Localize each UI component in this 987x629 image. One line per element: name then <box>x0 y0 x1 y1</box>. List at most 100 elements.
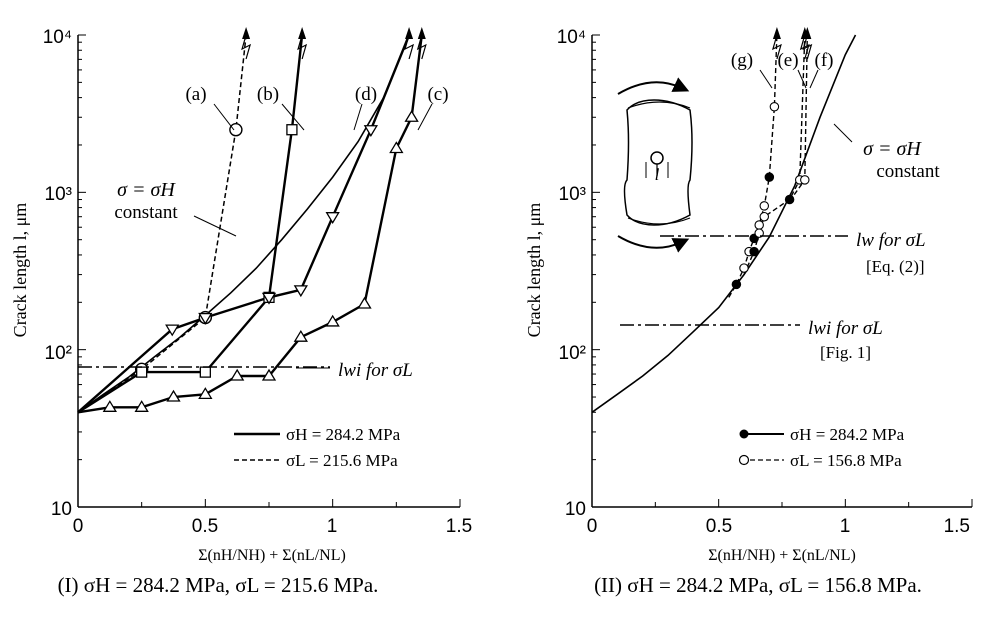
y-tick-label: 10² <box>45 343 72 364</box>
marker-open-circle <box>769 101 780 112</box>
marker-triangle-down <box>165 324 180 337</box>
marker-circle <box>229 123 243 137</box>
leader-c <box>417 103 433 131</box>
leader-constant <box>193 215 237 237</box>
legend-2: σH = 284.2 MPa σL = 156.8 MPa <box>738 425 905 470</box>
series-line-b <box>77 34 304 414</box>
bending-arrow-top-icon <box>617 77 690 95</box>
leader-b <box>281 103 305 131</box>
marker-triangle-up <box>198 387 213 399</box>
x-axis-label: Σ(nH/NH) + Σ(nL/NL) <box>198 547 346 564</box>
label-sigma-const: σ = σH <box>117 179 176 201</box>
leader-constant-2 <box>833 123 853 143</box>
marker-triangle-down <box>325 212 340 224</box>
specimen-outline <box>623 99 693 226</box>
marker-square <box>199 366 211 378</box>
marker-open-circle <box>800 175 810 185</box>
label-constant: constant <box>114 202 178 223</box>
series-line-hconstant <box>77 34 410 413</box>
label-b: (b) <box>257 84 279 105</box>
marker-open-circle <box>759 201 770 211</box>
label-g: (g) <box>731 50 753 71</box>
y-tick-label: 10² <box>559 343 586 364</box>
label-constant-2: constant <box>876 161 940 182</box>
leader-a <box>213 103 235 131</box>
series-break-zigzag <box>771 34 782 60</box>
leader-f <box>809 69 819 89</box>
series-break-zigzag <box>297 34 308 60</box>
marker-filled-circle <box>784 194 795 205</box>
specimen-sketch: l <box>617 77 693 253</box>
x-tick-label: 0 <box>73 516 84 537</box>
series-arrow <box>803 27 812 39</box>
marker-triangle-up <box>134 400 149 412</box>
y-tick-label: 10⁴ <box>43 27 72 48</box>
label-lw: lw for σL <box>856 230 926 251</box>
marker-filled-circle <box>764 172 775 182</box>
label-lwi-2: lwi for σL <box>808 318 883 339</box>
panel-1: 10 10² 10³ 10⁴ 0 0.5 1 1.5 Σ(nH/NH) + Σ(… <box>10 27 472 597</box>
marker-square <box>136 366 148 378</box>
marker-open-circle <box>739 263 749 273</box>
x-tick-label: 0.5 <box>192 516 218 537</box>
marker-triangle-up <box>293 329 308 342</box>
marker-triangle-down <box>198 312 213 325</box>
caption-1: (I) σH = 284.2 MPa, σL = 215.6 MPa. <box>58 573 379 597</box>
legend-label: σH = 284.2 MPa <box>286 425 401 444</box>
ticks-2 <box>591 34 973 508</box>
y-axis-label: Crack length l, μm <box>10 203 30 338</box>
series-line-a <box>77 34 247 413</box>
series-arrow <box>417 27 426 39</box>
x-tick-label: 0 <box>587 516 598 537</box>
label-d: (d) <box>355 84 377 105</box>
marker-triangle-up <box>357 296 372 309</box>
marker-triangle-down <box>363 125 379 137</box>
label-e: (e) <box>777 50 798 71</box>
marker-square <box>286 124 298 136</box>
markers-1 <box>102 110 419 412</box>
marker-open-circle <box>754 220 764 230</box>
series-line-g <box>728 34 778 298</box>
series-break-zigzag <box>404 34 415 60</box>
series-break-zigzag <box>416 34 427 60</box>
marker-triangle-up <box>166 389 181 402</box>
label-fig1: [Fig. 1] <box>820 343 871 362</box>
crack-origin <box>650 151 664 165</box>
legend-marker-open <box>738 454 750 466</box>
label-f: (f) <box>815 50 834 71</box>
legend-label: σL = 215.6 MPa <box>286 451 398 470</box>
y-tick-label: 10³ <box>45 184 72 205</box>
legend-1: σH = 284.2 MPa σL = 215.6 MPa <box>234 425 401 470</box>
legend-label: σL = 156.8 MPa <box>790 451 902 470</box>
leader-e <box>797 69 807 89</box>
legend-label: σH = 284.2 MPa <box>790 425 905 444</box>
x-tick-label: 1 <box>840 516 851 537</box>
marker-triangle-up <box>389 141 404 154</box>
y-tick-label: 10³ <box>559 184 586 205</box>
ticks-1 <box>77 34 461 508</box>
y-axis-label: Crack length l, μm <box>524 203 544 338</box>
y-tick-label: 10⁴ <box>557 27 586 48</box>
label-c: (c) <box>427 84 448 105</box>
panel-2: 10 10² 10³ 10⁴ 0 0.5 1 1.5 Σ(nH/NH) + Σ(… <box>524 27 973 597</box>
label-sigma-const-2: σ = σH <box>863 138 922 160</box>
markers-2 <box>731 101 810 290</box>
series-break-zigzag <box>802 34 813 60</box>
specimen-top <box>627 101 691 109</box>
marker-triangle-up <box>102 400 117 412</box>
marker-triangle-up <box>230 368 245 381</box>
specimen-bottom <box>627 217 691 225</box>
bending-arrow-bottom-icon <box>617 235 690 253</box>
y-tick-label: 10 <box>565 499 586 520</box>
x-tick-label: 0.5 <box>706 516 732 537</box>
x-axis-label: Σ(nH/NH) + Σ(nL/NL) <box>708 547 856 564</box>
series-arrow <box>405 27 414 39</box>
marker-triangle-down <box>293 285 308 298</box>
label-lwi: lwi for σL <box>338 360 413 381</box>
leader-g <box>759 69 773 89</box>
marker-filled-circle <box>731 279 742 290</box>
marker-triangle-up <box>325 314 340 327</box>
label-a: (a) <box>185 84 206 105</box>
x-tick-label: 1.5 <box>446 516 472 537</box>
